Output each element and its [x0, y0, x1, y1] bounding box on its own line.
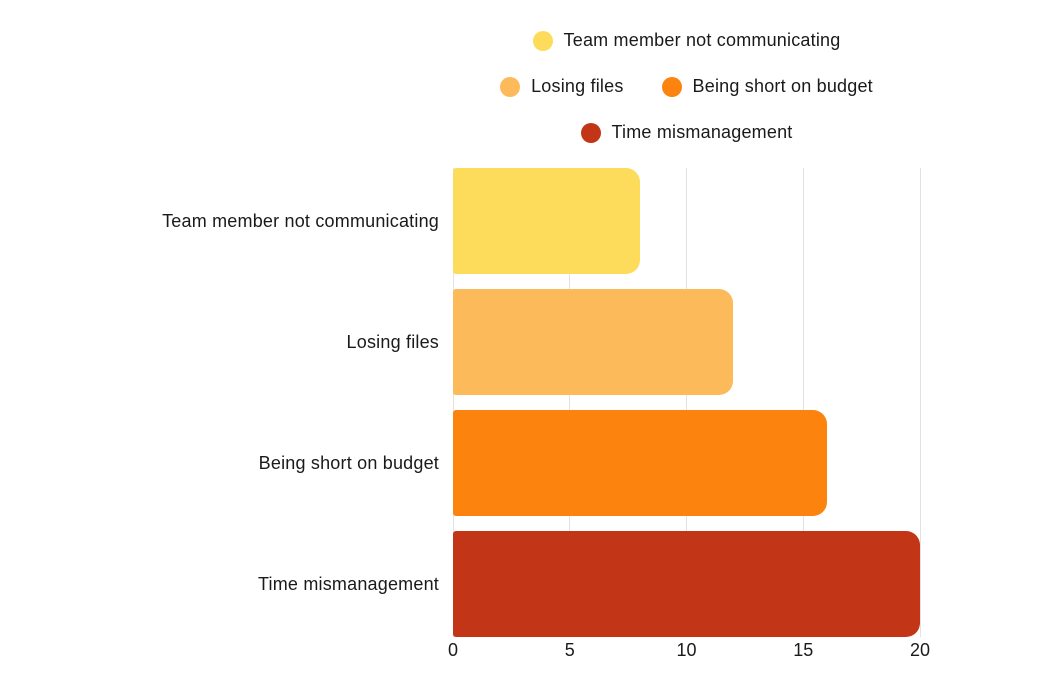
bar-track — [453, 531, 920, 637]
legend-label: Time mismanagement — [611, 122, 793, 142]
legend-label: Team member not communicating — [563, 30, 841, 50]
bar-row: Team member not communicating — [0, 168, 1058, 274]
gridline — [452, 168, 454, 637]
legend-item: Time mismanagement — [580, 122, 793, 143]
bar — [453, 531, 920, 637]
legend-row: Time mismanagement — [453, 122, 920, 143]
gridline — [802, 168, 804, 637]
x-tick-label: 10 — [676, 640, 697, 660]
category-label: Being short on budget — [258, 452, 439, 473]
bar-row: Losing files — [0, 289, 1058, 395]
legend-item: Being short on budget — [661, 76, 873, 97]
gridline — [569, 168, 571, 637]
bar-row: Time mismanagement — [0, 531, 1058, 637]
x-tick-label: 15 — [793, 640, 814, 660]
gridline — [919, 168, 921, 637]
gridlines — [452, 168, 921, 637]
x-axis: 0 5 10 15 20 — [448, 640, 930, 662]
bar — [453, 168, 640, 274]
legend-row: Team member not communicating — [453, 30, 920, 51]
category-label: Time mismanagement — [258, 573, 439, 594]
legend-item: Losing files — [500, 76, 623, 97]
x-tick-label: 5 — [564, 640, 575, 660]
bar-rows: Team member not communicating Losing file… — [0, 168, 1058, 637]
x-tick-label: 0 — [447, 640, 459, 660]
legend-item: Team member not communicating — [532, 30, 841, 51]
gridline — [686, 168, 687, 637]
category-label: Losing files — [346, 331, 439, 352]
legend-row: Losing files Being short on budget — [453, 76, 920, 97]
plot-area: Team member not communicating Losing file… — [0, 168, 1058, 637]
legend-label: Being short on budget — [692, 76, 873, 96]
x-tick-label: 20 — [909, 640, 931, 660]
bar-track — [453, 168, 920, 274]
chart-legend: Team member not communicating Losing file… — [453, 30, 920, 143]
bar — [453, 410, 827, 516]
legend-label: Losing files — [531, 76, 624, 96]
legend-swatch-icon — [532, 30, 553, 51]
category-label: Team member not communicating — [162, 210, 439, 231]
legend-swatch-icon — [500, 76, 521, 97]
legend-swatch-icon — [580, 122, 601, 143]
bar-track — [453, 289, 920, 395]
bar-row: Being short on budget — [0, 410, 1058, 516]
bar-track — [453, 410, 920, 516]
bar — [453, 289, 734, 395]
legend-swatch-icon — [661, 76, 682, 97]
